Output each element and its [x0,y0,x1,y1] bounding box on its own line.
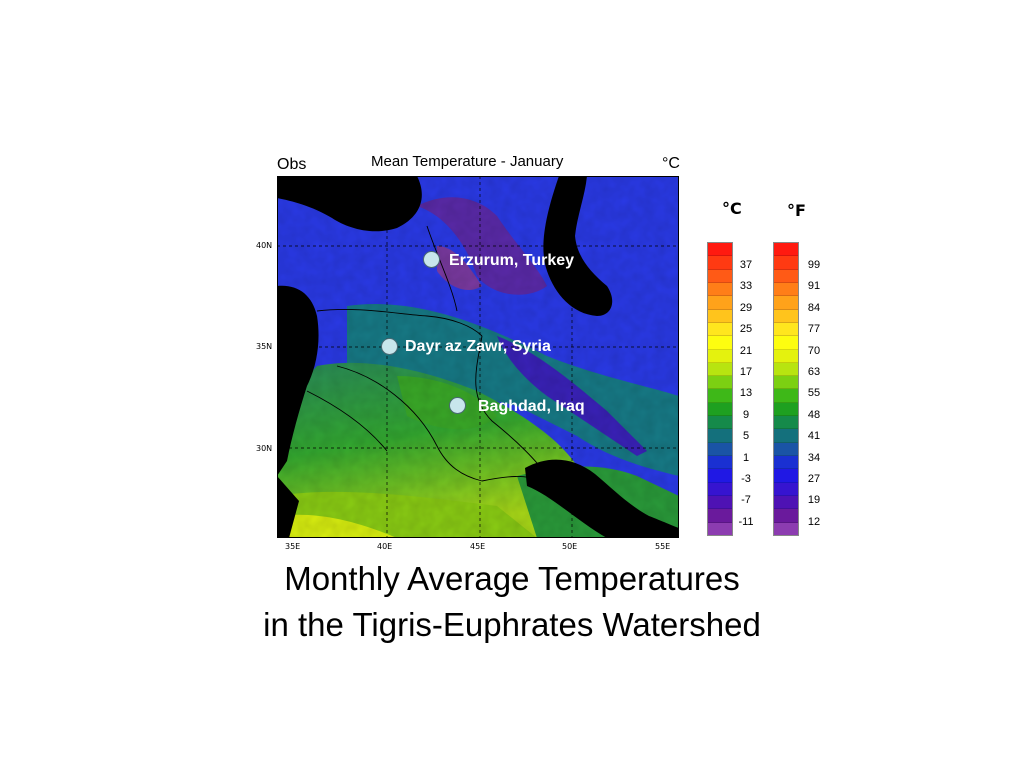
legend-color-segment [708,389,732,403]
legend-color-segment [708,402,732,417]
legend-celsius-value-label: 29 [739,301,753,314]
legend-color-segment [708,349,732,363]
city-label-dayr-az-zawr: Dayr az Zawr, Syria [405,338,551,355]
legend-celsius-unit: °C [722,199,742,218]
city-marker-baghdad[interactable] [449,397,466,414]
legend-color-segment [774,482,798,496]
legend-celsius-value-label: 5 [742,430,750,443]
legend-color-segment [708,256,732,270]
legend-celsius-value-label: 17 [739,366,753,378]
legend-color-segment [774,362,798,377]
legend-color-segment [774,296,798,310]
map-corner-left: Obs [277,156,307,173]
legend-color-segment [708,522,732,535]
map-borders [306,225,548,482]
legend-color-segment [708,469,732,483]
legend-fahrenheit-value-label: 48 [807,408,821,421]
legend-color-segment [774,269,798,283]
legend-fahrenheit-unit: °F [787,201,806,220]
legend-color-segment [774,282,798,297]
legend-color-segment [708,336,732,350]
legend-color-segment [708,376,732,390]
lon-label-45e: 45E [470,542,486,551]
legend-celsius-value-label: 37 [739,259,753,271]
legend-celsius-value-label: 25 [739,323,753,336]
legend-fahrenheit-value-label: 70 [807,344,821,357]
legend-celsius-value-label: 9 [742,408,750,421]
legend-fahrenheit-value-label: 63 [807,366,821,378]
legend-color-segment [708,482,732,496]
legend-color-segment [774,509,798,523]
caption-line-1: Monthly Average Temperatures [284,560,740,597]
lat-label-30n: 30N [256,444,273,453]
legend-color-segment [774,402,798,417]
legend-color-segment [774,416,798,430]
legend-color-segment [774,256,798,270]
temperature-map [277,176,679,538]
legend-color-segment [708,416,732,430]
legend-celsius-value-label: -11 [738,515,754,528]
legend-color-segment [774,309,798,323]
legend-celsius-colorbar [707,242,733,536]
legend-color-segment [774,469,798,483]
legend-fahrenheit-value-label: 84 [807,301,821,314]
legend-celsius-value-label: -7 [741,494,751,507]
map-corner-right: °C [662,155,680,172]
legend-color-segment [708,322,732,337]
caption-line-2: in the Tigris-Euphrates Watershed [263,606,761,643]
map-grid [277,176,679,538]
map-title: Mean Temperature - January [371,153,564,170]
lon-label-40e: 40E [377,542,393,551]
legend-color-segment [774,429,798,443]
legend-color-segment [774,389,798,403]
legend-fahrenheit-value-label: 41 [807,430,821,443]
legend-color-segment [774,522,798,535]
legend-fahrenheit-value-label: 12 [807,515,821,528]
legend-celsius-value-label: 33 [739,280,753,293]
legend-fahrenheit-value-label: 99 [807,259,821,271]
legend-fahrenheit-value-label: 77 [807,323,821,336]
legend-color-segment [708,269,732,283]
lat-label-40n: 40N [256,241,273,250]
lon-label-50e: 50E [562,542,578,551]
legend-color-segment [708,429,732,443]
legend-celsius-value-label: -3 [741,473,751,485]
lon-label-35e: 35E [285,542,301,551]
legend-color-segment [774,456,798,470]
lat-label-35n: 35N [256,342,273,351]
legend-color-segment [774,442,798,456]
legend-celsius-value-label: 21 [739,344,753,357]
legend-color-segment [708,362,732,377]
city-label-baghdad: Baghdad, Iraq [478,398,585,415]
legend-color-segment [774,336,798,350]
legend-fahrenheit-colorbar [773,242,799,536]
city-label-erzurum: Erzurum, Turkey [449,252,575,269]
legend-color-segment [708,243,732,257]
legend-color-segment [774,349,798,363]
legend-color-segment [708,282,732,297]
legend-color-segment [708,442,732,456]
legend-fahrenheit-value-label: 27 [807,473,821,485]
legend-color-segment [774,243,798,257]
city-marker-dayr-az-zawr[interactable] [381,338,398,355]
legend-celsius-value-label: 13 [739,387,753,400]
legend-color-segment [774,495,798,510]
legend-fahrenheit-value-label: 34 [807,451,821,464]
legend-color-segment [774,322,798,337]
legend-color-segment [708,309,732,323]
legend-color-segment [708,509,732,523]
legend-fahrenheit-value-label: 91 [807,280,821,293]
legend-color-segment [774,376,798,390]
lon-label-55e: 55E [655,542,671,551]
legend-celsius-value-label: 1 [742,451,750,464]
city-marker-erzurum[interactable] [423,251,440,268]
legend-fahrenheit-value-label: 55 [807,387,821,400]
legend-color-segment [708,456,732,470]
legend-fahrenheit-value-label: 19 [807,494,821,507]
legend-color-segment [708,296,732,310]
legend-color-segment [708,495,732,510]
